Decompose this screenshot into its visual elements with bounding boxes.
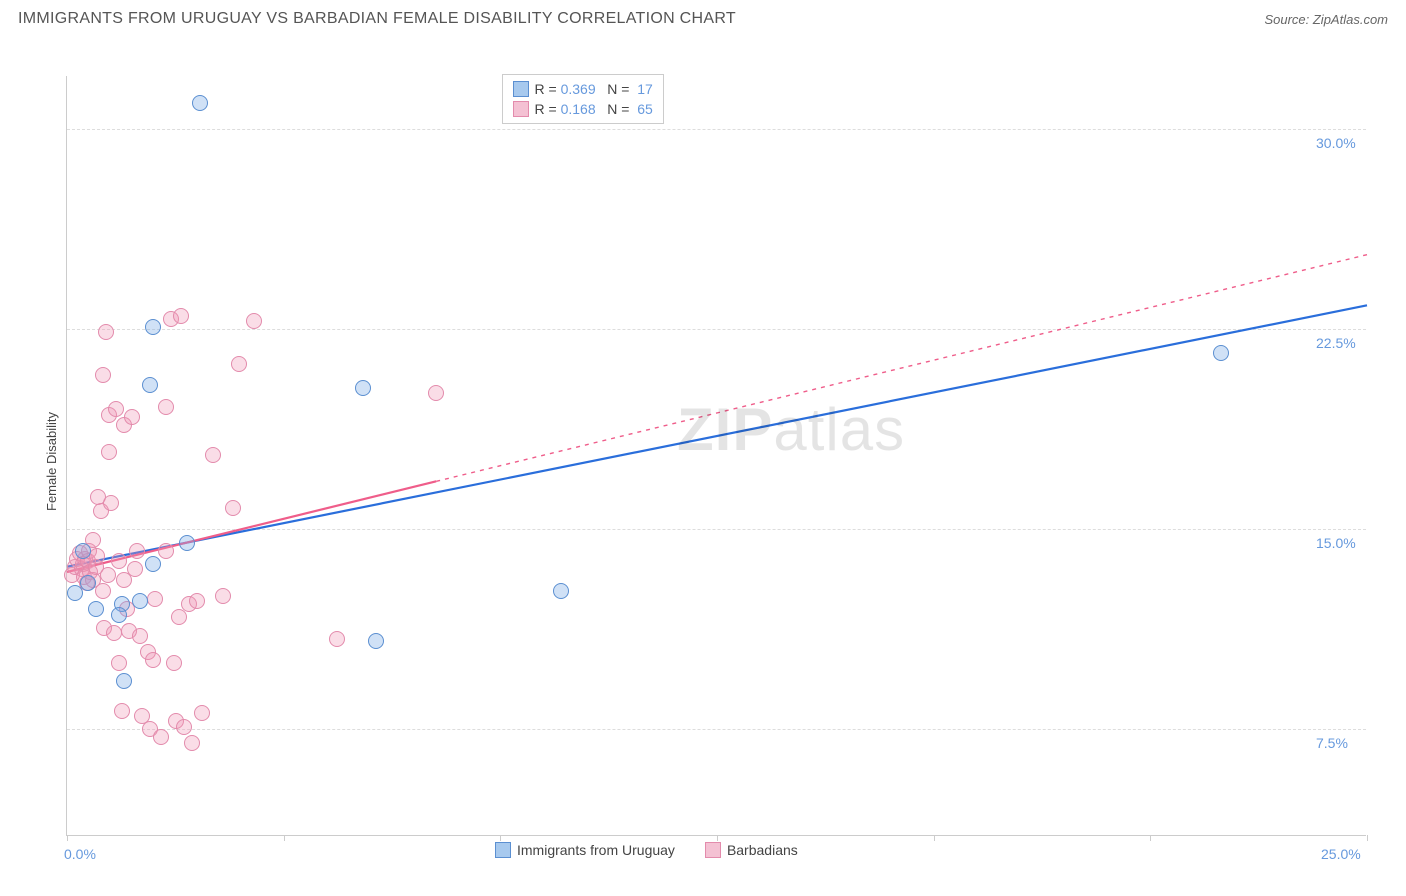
chart-header: IMMIGRANTS FROM URUGUAY VS BARBADIAN FEM… xyxy=(0,0,1406,34)
x-tick xyxy=(1367,835,1368,841)
data-point xyxy=(158,543,174,559)
y-tick-label: 15.0% xyxy=(1316,535,1356,551)
data-point xyxy=(100,567,116,583)
data-point xyxy=(127,561,143,577)
data-point xyxy=(98,324,114,340)
x-tick xyxy=(500,835,501,841)
data-point xyxy=(246,313,262,329)
y-axis-label: Female Disability xyxy=(44,412,59,511)
data-point xyxy=(166,655,182,671)
data-point xyxy=(194,705,210,721)
stats-legend: R = 0.369 N = 17 R = 0.168 N = 65 xyxy=(502,74,664,124)
data-point xyxy=(132,628,148,644)
data-point xyxy=(67,585,83,601)
plot-area xyxy=(66,76,1366,836)
legend-swatch xyxy=(495,842,511,858)
data-point xyxy=(145,319,161,335)
data-point xyxy=(368,633,384,649)
data-point xyxy=(225,500,241,516)
data-point xyxy=(129,543,145,559)
data-point xyxy=(108,401,124,417)
data-point xyxy=(145,652,161,668)
data-point xyxy=(158,399,174,415)
data-point xyxy=(111,553,127,569)
data-point xyxy=(88,601,104,617)
data-point xyxy=(132,593,148,609)
data-point xyxy=(124,409,140,425)
data-point xyxy=(89,548,105,564)
chart-title: IMMIGRANTS FROM URUGUAY VS BARBADIAN FEM… xyxy=(18,10,736,28)
gridline xyxy=(67,129,1366,130)
data-point xyxy=(111,607,127,623)
data-point xyxy=(205,447,221,463)
data-point xyxy=(171,609,187,625)
data-point xyxy=(173,308,189,324)
data-point xyxy=(106,625,122,641)
legend-item: Barbadians xyxy=(705,842,798,858)
stats-text: R = 0.369 N = 17 xyxy=(535,81,653,97)
data-point xyxy=(553,583,569,599)
stats-legend-row: R = 0.168 N = 65 xyxy=(513,99,653,119)
stats-legend-row: R = 0.369 N = 17 xyxy=(513,79,653,99)
y-tick-label: 30.0% xyxy=(1316,135,1356,151)
x-tick xyxy=(67,835,68,841)
data-point xyxy=(176,719,192,735)
gridline xyxy=(67,529,1366,530)
data-point xyxy=(428,385,444,401)
data-point xyxy=(111,655,127,671)
data-point xyxy=(355,380,371,396)
y-tick-label: 22.5% xyxy=(1316,335,1356,351)
correlation-scatter-chart: 7.5% 15.0% 22.5% 30.0% 0.0% 25.0% Female Disab… xyxy=(18,34,1406,896)
data-point xyxy=(95,583,111,599)
series-legend: Immigrants from Uruguay Barbadians xyxy=(495,842,798,858)
legend-swatch xyxy=(705,842,721,858)
gridline xyxy=(67,329,1366,330)
data-point xyxy=(329,631,345,647)
data-point xyxy=(147,591,163,607)
stats-text: R = 0.168 N = 65 xyxy=(535,101,653,117)
data-point xyxy=(103,495,119,511)
data-point xyxy=(1213,345,1229,361)
legend-swatch xyxy=(513,101,529,117)
data-point xyxy=(80,575,96,591)
x-tick-label: 0.0% xyxy=(64,846,96,862)
data-point xyxy=(116,673,132,689)
data-point xyxy=(142,377,158,393)
data-point xyxy=(75,543,91,559)
trend-lines xyxy=(67,76,1367,836)
data-point xyxy=(215,588,231,604)
data-point xyxy=(101,444,117,460)
legend-item: Immigrants from Uruguay xyxy=(495,842,675,858)
legend-label: Immigrants from Uruguay xyxy=(517,842,675,858)
data-point xyxy=(95,367,111,383)
x-tick xyxy=(284,835,285,841)
chart-source: Source: ZipAtlas.com xyxy=(1264,12,1388,27)
data-point xyxy=(114,703,130,719)
legend-swatch xyxy=(513,81,529,97)
y-tick-label: 7.5% xyxy=(1316,735,1348,751)
data-point xyxy=(184,735,200,751)
x-tick xyxy=(934,835,935,841)
gridline xyxy=(67,729,1366,730)
data-point xyxy=(179,535,195,551)
x-tick-label: 25.0% xyxy=(1321,846,1361,862)
x-tick xyxy=(717,835,718,841)
data-point xyxy=(231,356,247,372)
x-tick xyxy=(1150,835,1151,841)
legend-label: Barbadians xyxy=(727,842,798,858)
data-point xyxy=(189,593,205,609)
data-point xyxy=(192,95,208,111)
data-point xyxy=(145,556,161,572)
data-point xyxy=(153,729,169,745)
